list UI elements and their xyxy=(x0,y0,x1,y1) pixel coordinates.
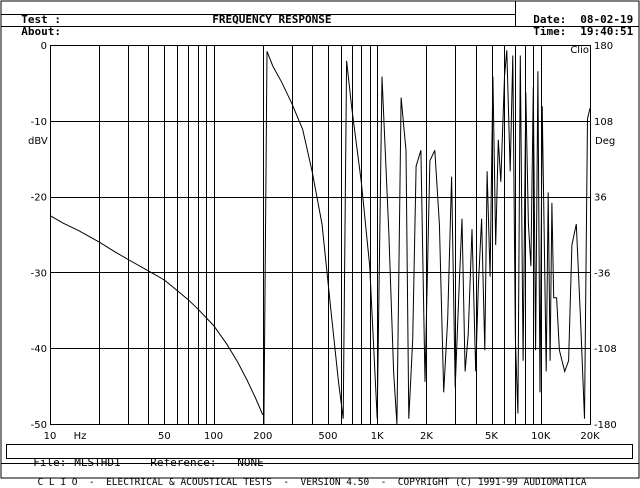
x-tick-label: 100 xyxy=(204,431,223,442)
y-tick-label: -30 xyxy=(31,268,47,279)
y-tick-label: -20 xyxy=(31,193,47,204)
y2-tick-label: 36 xyxy=(594,193,607,204)
date-label: Date: xyxy=(533,13,567,26)
magnitude-curve xyxy=(49,215,264,416)
y-axis-label: dBV xyxy=(28,136,48,147)
y-tick-label: -40 xyxy=(31,344,47,355)
y-tick-label: -50 xyxy=(31,420,47,431)
x-tick-label: 10K xyxy=(531,431,551,442)
y2-tick-label: -36 xyxy=(594,268,610,279)
page-title: FREQUENCY RESPONSE xyxy=(212,13,332,26)
file-bar xyxy=(6,444,633,459)
y2-tick-label: 108 xyxy=(594,117,613,128)
file-label: File: xyxy=(33,456,67,469)
file-value: MLSTHD1 xyxy=(74,456,121,469)
frequency-response-chart: 0 -10 -20 -30 -40 -50 180 108 36 -36 -108 -180 dBV De… xyxy=(28,41,617,442)
x-tick-label: 50 xyxy=(158,431,171,442)
x-tick-label: 1K xyxy=(371,431,384,442)
x-tick-label: 200 xyxy=(253,431,272,442)
y2-axis-label: Deg xyxy=(595,136,615,147)
date-value: 08-02-19 xyxy=(580,13,634,26)
x-axis-label: Hz xyxy=(74,431,87,442)
about-label: About: xyxy=(21,25,61,38)
x-tick-label: 5K xyxy=(485,431,498,442)
y-tick-label: -10 xyxy=(31,117,47,128)
y2-tick-label: -180 xyxy=(594,420,617,431)
plot-frame xyxy=(50,45,591,425)
clio-brand-label: Clio xyxy=(570,45,589,56)
y2-tick-label: -108 xyxy=(594,344,617,355)
reference-value: NONE xyxy=(237,456,264,469)
y2-tick-label: 180 xyxy=(594,41,613,52)
y-tick-label: 0 xyxy=(41,41,47,52)
reference-label: Reference: xyxy=(150,456,217,469)
x-tick-label: 2K xyxy=(420,431,433,442)
phase-curve xyxy=(263,50,591,425)
x-tick-label: 20K xyxy=(580,431,600,442)
x-tick-label: 10 xyxy=(44,431,57,442)
copyright-banner: C L I O - ELECTRICAL & ACOUSTICAL TESTS … xyxy=(37,477,587,488)
time-label: Time: xyxy=(533,25,567,38)
x-tick-label: 500 xyxy=(318,431,337,442)
test-label: Test : xyxy=(21,13,61,26)
time-value: 19:40:51 xyxy=(580,25,634,38)
